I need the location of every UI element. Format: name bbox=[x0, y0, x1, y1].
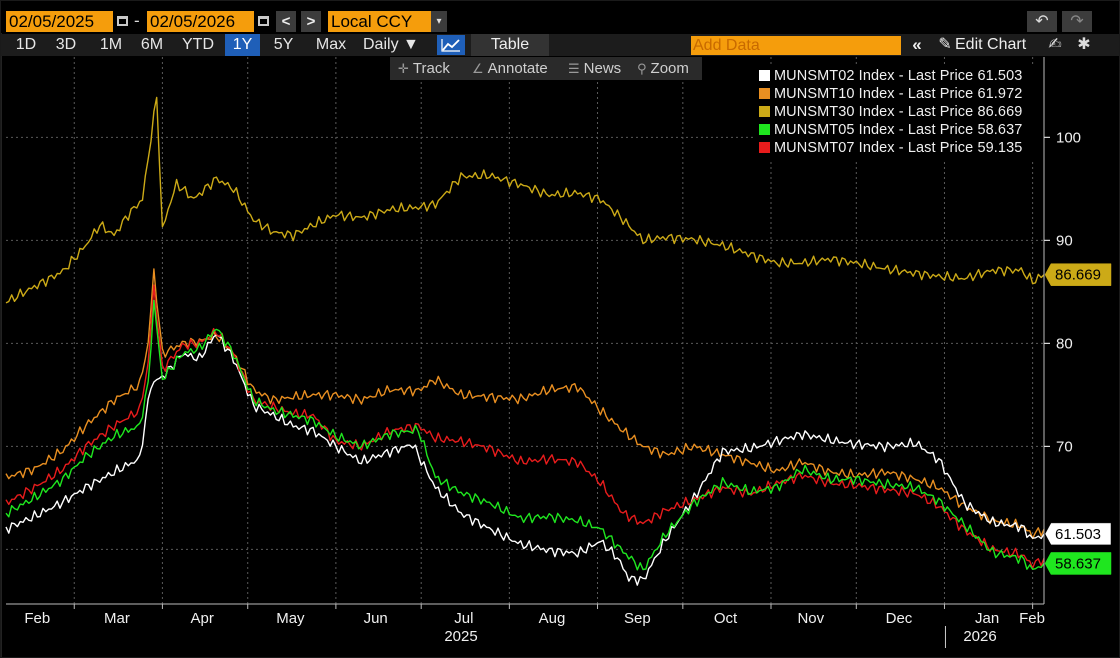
annotate-tool[interactable]: ∠ Annotate bbox=[472, 57, 548, 80]
x-tick-label: Sep bbox=[624, 610, 651, 627]
x-tick-label: Feb bbox=[24, 610, 50, 627]
legend-label: MUNSMT05 Index - Last Price 58.637 bbox=[774, 122, 1023, 138]
year-label-2025: 2025 bbox=[444, 628, 477, 645]
legend-item-munsmt02[interactable]: MUNSMT02 Index - Last Price 61.503 bbox=[759, 67, 1022, 85]
x-tick-label: Jan bbox=[975, 610, 999, 627]
legend-item-munsmt30[interactable]: MUNSMT30 Index - Last Price 86.669 bbox=[759, 103, 1022, 121]
news-tool[interactable]: ☰ News bbox=[568, 57, 621, 80]
range-1d[interactable]: 1D bbox=[15, 36, 37, 53]
x-tick-label: Aug bbox=[539, 610, 566, 627]
legend-item-munsmt10[interactable]: MUNSMT10 Index - Last Price 61.972 bbox=[759, 85, 1022, 103]
value-tag-text: 86.669 bbox=[1055, 267, 1101, 284]
start-calendar-icon[interactable] bbox=[116, 13, 129, 28]
crosshair-icon: ✛ bbox=[398, 61, 409, 76]
date-range-dash: - bbox=[134, 11, 140, 30]
legend-item-munsmt07[interactable]: MUNSMT07 Index - Last Price 59.135 bbox=[759, 139, 1022, 157]
line-chart-icon bbox=[441, 39, 460, 52]
edit-chart-button[interactable]: ✎ Edit Chart bbox=[935, 34, 1039, 56]
series-line-munsmt30 bbox=[5, 96, 1045, 304]
x-tick-label: Feb bbox=[1019, 610, 1045, 627]
track-label: Track bbox=[412, 60, 450, 77]
value-tag-munsmt02: 61.503 bbox=[1044, 522, 1112, 546]
series-line-munsmt02 bbox=[5, 334, 1045, 586]
zoom-tool[interactable]: ⚲ Zoom bbox=[637, 57, 689, 80]
series-line-munsmt05 bbox=[5, 299, 1045, 571]
y-tick-label: 100 bbox=[1056, 129, 1081, 146]
range-toolbar: 1D 3D 1M 6M YTD 1Y 5Y Max Daily ▼ Table … bbox=[1, 34, 1119, 56]
value-tag-munsmt30: 86.669 bbox=[1044, 263, 1112, 286]
next-period-button[interactable]: > bbox=[301, 11, 321, 32]
start-date-input[interactable]: 02/05/2025 bbox=[6, 11, 113, 32]
frequency-select[interactable]: Daily ▼ bbox=[363, 36, 419, 53]
x-tick-label: Nov bbox=[797, 610, 824, 627]
x-tick-label: Jul bbox=[454, 610, 473, 627]
value-tag-shape bbox=[1044, 263, 1112, 286]
legend-swatch bbox=[759, 88, 770, 99]
range-6m[interactable]: 6M bbox=[140, 36, 164, 53]
prev-period-button[interactable]: < bbox=[276, 11, 296, 32]
news-label: News bbox=[583, 60, 622, 77]
year-label-2026: 2026 bbox=[963, 628, 996, 645]
annotate-icon: ∠ bbox=[472, 61, 484, 76]
pencil-icon: ✎ bbox=[938, 36, 952, 53]
x-tick-label: Oct bbox=[714, 610, 738, 627]
redo-button[interactable]: ↷ bbox=[1062, 11, 1092, 32]
undo-button[interactable]: ↶ bbox=[1027, 11, 1057, 32]
range-ytd[interactable]: YTD bbox=[182, 36, 214, 53]
news-icon: ☰ bbox=[568, 61, 580, 76]
range-5y[interactable]: 5Y bbox=[273, 36, 294, 53]
y-tick-label: 90 bbox=[1056, 232, 1073, 249]
chart-tools-bar: ✛ Track ∠ Annotate ☰ News ⚲ Zoom bbox=[390, 57, 702, 80]
y-tick-label: 80 bbox=[1056, 335, 1073, 352]
search-icon: ⚲ bbox=[637, 61, 647, 76]
chart-legend: MUNSMT02 Index - Last Price 61.503 MUNSM… bbox=[753, 65, 1043, 160]
annotate-label: Annotate bbox=[487, 60, 548, 77]
x-axis-band bbox=[1, 604, 1119, 657]
currency-dropdown-arrow[interactable]: ▾ bbox=[431, 11, 447, 32]
x-tick-label: May bbox=[276, 610, 305, 627]
range-1y[interactable]: 1Y bbox=[225, 34, 260, 56]
collapse-button[interactable]: « bbox=[912, 35, 922, 54]
series-line-munsmt07 bbox=[5, 284, 1045, 569]
legend-label: MUNSMT07 Index - Last Price 59.135 bbox=[774, 140, 1023, 156]
value-tag-munsmt05: 58.637 bbox=[1044, 552, 1112, 575]
end-date-input[interactable]: 02/05/2026 bbox=[147, 11, 254, 32]
x-tick-label: Mar bbox=[104, 610, 130, 627]
value-tag-text: 58.637 bbox=[1055, 555, 1101, 572]
add-data-input[interactable] bbox=[691, 36, 901, 55]
x-tick-label: Jun bbox=[364, 610, 388, 627]
legend-label: MUNSMT10 Index - Last Price 61.972 bbox=[774, 86, 1023, 102]
legend-swatch bbox=[759, 142, 770, 153]
x-tick-label: Apr bbox=[191, 610, 214, 627]
value-tag-shape bbox=[1044, 552, 1112, 575]
zoom-label: Zoom bbox=[650, 60, 689, 77]
line-chart-type-button[interactable] bbox=[437, 35, 465, 55]
range-1m[interactable]: 1M bbox=[99, 36, 123, 53]
value-tag-shape bbox=[1044, 522, 1112, 546]
currency-select[interactable]: Local CCY bbox=[328, 11, 431, 32]
table-button[interactable]: Table bbox=[471, 34, 549, 56]
edit-chart-label: Edit Chart bbox=[955, 36, 1027, 53]
legend-label: MUNSMT30 Index - Last Price 86.669 bbox=[774, 104, 1023, 120]
value-tag-text: 61.503 bbox=[1055, 526, 1101, 543]
legend-swatch bbox=[759, 70, 770, 81]
track-tool[interactable]: ✛ Track bbox=[398, 57, 450, 80]
series-line-munsmt10 bbox=[5, 268, 1045, 540]
legend-swatch bbox=[759, 106, 770, 117]
end-calendar-icon[interactable] bbox=[257, 13, 270, 28]
top-toolbar: 02/05/2025 - 02/05/2026 < > Local CCY ▾ … bbox=[1, 1, 1119, 33]
edit-icon[interactable]: ✍ bbox=[1048, 36, 1062, 53]
range-max[interactable]: Max bbox=[315, 36, 347, 53]
legend-label: MUNSMT02 Index - Last Price 61.503 bbox=[774, 68, 1023, 84]
range-3d[interactable]: 3D bbox=[55, 36, 77, 53]
legend-item-munsmt05[interactable]: MUNSMT05 Index - Last Price 58.637 bbox=[759, 121, 1022, 139]
settings-gear-icon[interactable]: ✱ bbox=[1077, 36, 1091, 53]
x-tick-label: Dec bbox=[886, 610, 913, 627]
y-tick-label: 70 bbox=[1056, 438, 1073, 455]
legend-swatch bbox=[759, 124, 770, 135]
